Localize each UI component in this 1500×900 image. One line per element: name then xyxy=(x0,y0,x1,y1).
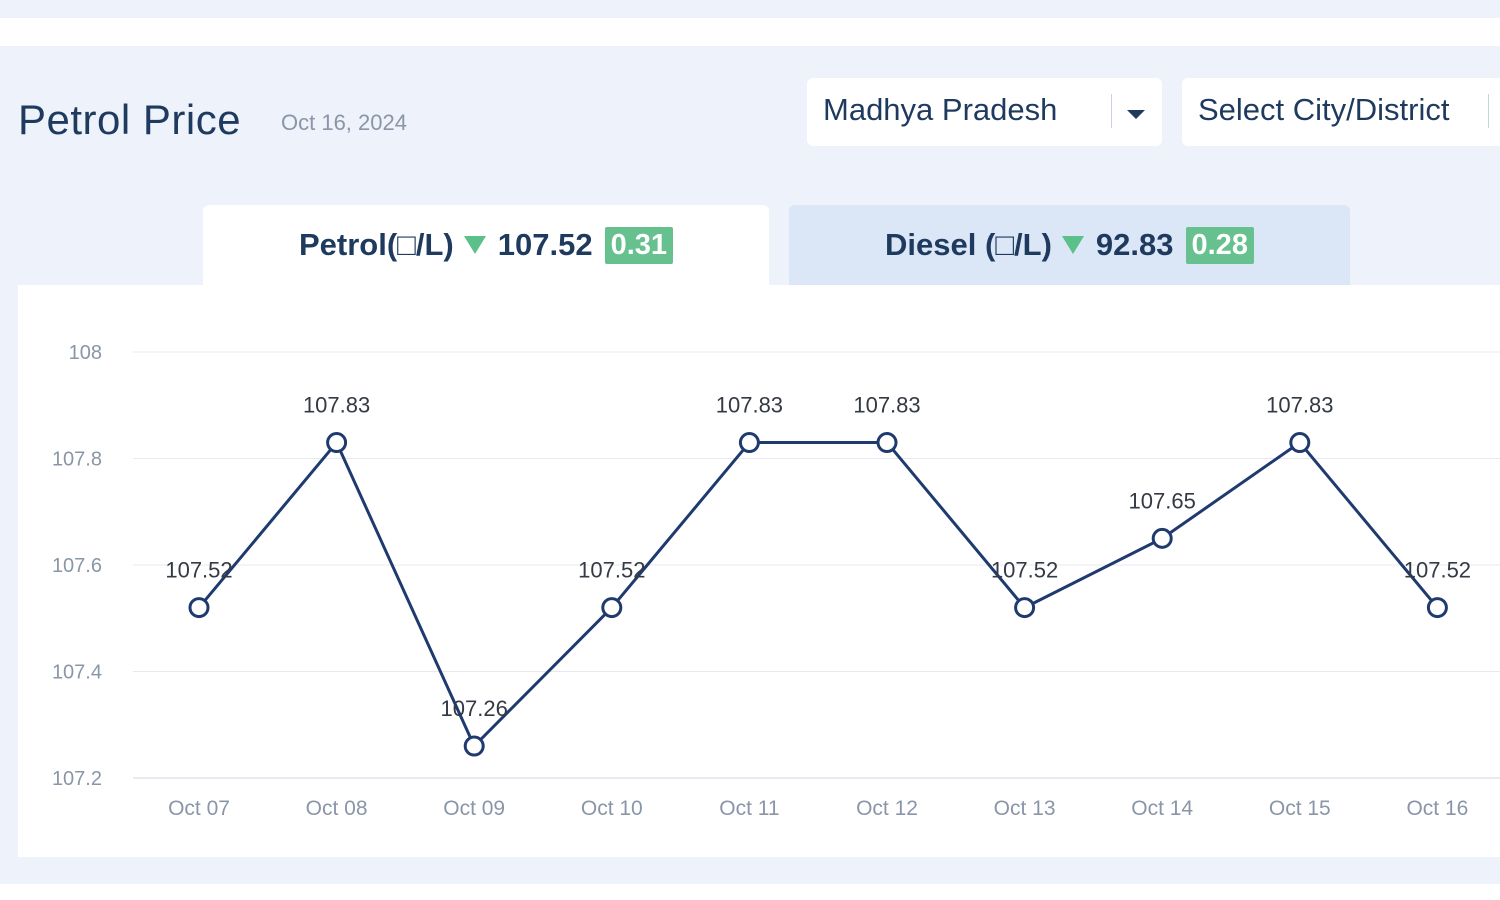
city-select-value: Select City/District xyxy=(1198,92,1450,127)
select-divider xyxy=(1111,94,1112,128)
data-point xyxy=(326,432,348,454)
y-tick-label: 107.2 xyxy=(52,768,102,790)
page-title: Petrol Price xyxy=(18,96,242,143)
x-tick-label: Oct 10 xyxy=(581,797,643,820)
state-select-value: Madhya Pradesh xyxy=(823,92,1058,127)
y-tick-label: 108 xyxy=(69,342,102,364)
tab-petrol-price: 107.52 xyxy=(497,227,593,262)
data-point xyxy=(601,597,623,619)
chart-card: 108 107.8 107.6 107.4 107.2 Oct 07 Oct 08 Oct 0… xyxy=(18,285,1500,857)
tab-diesel-change-badge: 0.28 xyxy=(1185,226,1254,264)
triangle-down-icon xyxy=(1061,236,1084,254)
data-label: 107.26 xyxy=(441,696,508,721)
data-point xyxy=(463,735,485,757)
data-label: 107.65 xyxy=(1129,488,1196,513)
data-label: 107.52 xyxy=(165,558,232,583)
data-label: 107.83 xyxy=(716,393,783,418)
data-label: 107.83 xyxy=(853,393,920,418)
price-line-chart: 108 107.8 107.6 107.4 107.2 Oct 07 Oct 08 Oct 0… xyxy=(52,342,1500,820)
data-label: 107.83 xyxy=(303,393,370,418)
data-point xyxy=(1151,527,1173,549)
chevron-down-icon[interactable] xyxy=(1127,110,1145,119)
data-point xyxy=(1014,597,1036,619)
triangle-down-icon xyxy=(463,236,486,254)
page-date: Oct 16, 2024 xyxy=(281,110,407,135)
select-divider xyxy=(1488,94,1489,128)
tab-petrol-label: Petrol(□/L) xyxy=(298,227,454,262)
tab-diesel[interactable]: Diesel (□/L) 92.83 0.28 xyxy=(789,205,1350,285)
x-tick-label: Oct 13 xyxy=(994,797,1056,820)
data-point xyxy=(876,432,898,454)
x-tick-label: Oct 11 xyxy=(719,797,779,820)
x-tick-label: Oct 16 xyxy=(1406,797,1468,820)
x-tick-label: Oct 07 xyxy=(168,797,230,820)
x-tick-label: Oct 08 xyxy=(306,797,368,820)
x-tick-label: Oct 15 xyxy=(1269,797,1331,820)
state-select[interactable]: Madhya Pradesh xyxy=(807,78,1162,146)
x-tick-label: Oct 12 xyxy=(856,797,918,820)
series-line xyxy=(197,441,1439,748)
y-tick-label: 107.8 xyxy=(52,449,102,471)
data-label: 107.52 xyxy=(1404,558,1471,583)
data-point xyxy=(738,432,760,454)
top-strip xyxy=(0,18,1500,46)
x-tick-label: Oct 09 xyxy=(443,797,505,820)
data-label: 107.52 xyxy=(991,558,1058,583)
data-point xyxy=(1289,432,1311,454)
tab-diesel-label: Diesel (□/L) xyxy=(885,227,1052,262)
tab-petrol[interactable]: Petrol(□/L) 107.52 0.31 xyxy=(203,205,769,285)
data-label: 107.83 xyxy=(1266,393,1333,418)
y-tick-label: 107.4 xyxy=(52,662,102,684)
city-select[interactable]: Select City/District xyxy=(1182,78,1500,146)
tab-petrol-change-badge: 0.31 xyxy=(604,226,674,264)
y-tick-label: 107.6 xyxy=(52,555,102,577)
x-tick-label: Oct 14 xyxy=(1131,797,1193,820)
tab-diesel-price: 92.83 xyxy=(1095,227,1174,262)
data-point xyxy=(188,597,210,619)
data-label: 107.52 xyxy=(578,558,645,583)
data-point xyxy=(1426,597,1448,619)
bottom-strip xyxy=(0,884,1500,900)
